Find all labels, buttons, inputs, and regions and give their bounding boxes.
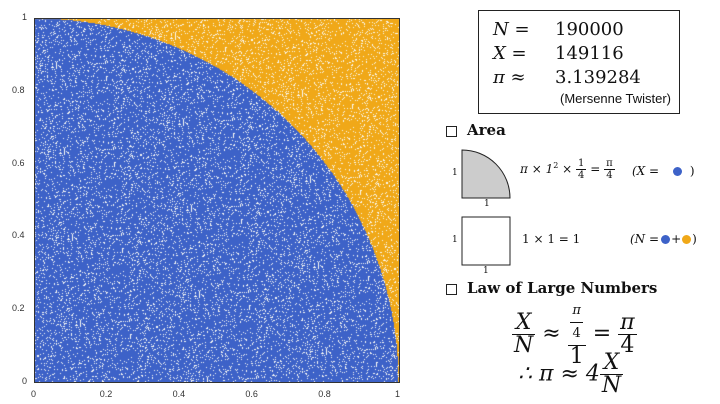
plot-frame	[34, 18, 400, 383]
checkbox-icon	[446, 283, 457, 295]
f2-den: 1	[569, 344, 584, 369]
y-tick-label: 1	[22, 12, 28, 22]
unit-square-icon	[461, 216, 511, 266]
x-label: X =	[493, 43, 527, 64]
quarter-frac-den: 4	[578, 170, 585, 181]
checkbox-icon	[446, 125, 457, 137]
quarter-result-den: 4	[606, 170, 613, 181]
blue-dot-icon	[672, 167, 682, 176]
x-tick-label: 0.6	[245, 389, 258, 399]
x-tick-label: 0.8	[318, 389, 331, 399]
quarter-side-bottom: 1	[484, 199, 490, 209]
quarter-side-left: 1	[452, 168, 458, 178]
f4-num: X	[599, 352, 624, 375]
square-legend: (N = +)	[630, 232, 697, 246]
y-tick-label: 0.4	[12, 230, 25, 241]
quarter-formula-exp: 2	[553, 161, 559, 170]
quarter-frac-num: 1	[576, 158, 587, 170]
quarter-legend-open: (X =	[632, 164, 660, 178]
f1-den: N	[514, 332, 534, 358]
square-legend-plus: +	[671, 232, 682, 246]
square-legend-close: )	[692, 232, 697, 246]
quarter-eq: =	[590, 162, 601, 176]
f1-approx: ≈	[542, 321, 561, 346]
quarter-formula-prefix: π × 1	[520, 162, 554, 176]
f3-num: π	[618, 309, 637, 335]
scatter-canvas	[34, 18, 399, 382]
f2-num-den: 4	[572, 326, 581, 341]
n-label: N =	[493, 19, 530, 40]
y-tick-label: 0.2	[12, 303, 25, 314]
quarter-result-num: π	[604, 158, 615, 170]
law-heading: Law of Large Numbers	[446, 279, 657, 297]
x-tick-label: 0.4	[172, 389, 186, 399]
scatter-plot: 0 0.2 0.4 0.6 0.8 1 0 0.2 0.4 0.6 0.8 1	[12, 12, 401, 399]
rng-label: (Mersenne Twister)	[559, 91, 671, 106]
x-tick-label: 0.2	[99, 389, 113, 399]
law-title: Law of Large Numbers	[467, 279, 658, 297]
blue-dot-icon	[661, 235, 671, 244]
x-tick-label: 1	[395, 389, 401, 399]
f1-num: X	[512, 311, 536, 335]
x-line: X = 149116	[493, 43, 624, 64]
area-heading: Area	[446, 121, 506, 139]
square-side-left: 1	[452, 235, 458, 245]
f3-den: 4	[620, 332, 635, 358]
therefore-text: ∴ π ≈ 4	[518, 361, 600, 387]
quarter-formula-mid: ×	[562, 162, 573, 176]
y-tick-label: 0.6	[12, 157, 25, 168]
quarter-circle-icon	[461, 149, 511, 199]
y-tick-label: 0.8	[12, 84, 25, 95]
pi-label: π ≈	[493, 67, 526, 88]
square-formula: 1 × 1 = 1	[522, 232, 581, 246]
square-legend-open: (N =	[630, 232, 660, 246]
f2-eq: =	[592, 321, 612, 346]
area-title: Area	[467, 121, 506, 139]
square-side-bottom: 1	[483, 266, 489, 276]
pi-line: π ≈ 3.139284	[493, 67, 641, 88]
stats-box: N = 190000 X = 149116 π ≈ 3.139284 (Mers…	[478, 10, 680, 114]
quarter-legend-close: )	[689, 164, 695, 178]
x-tick-label: 0	[31, 389, 37, 399]
quarter-legend: (X = )	[632, 164, 695, 178]
x-value: 149116	[555, 43, 624, 64]
orange-dot-icon	[682, 235, 692, 244]
pi-value: 3.139284	[555, 67, 641, 88]
y-tick-label: 0	[22, 376, 28, 386]
f2-num-num: π	[570, 300, 583, 323]
f4-den: N	[601, 373, 622, 398]
n-value: 190000	[555, 19, 624, 40]
n-line: N = 190000	[493, 19, 624, 40]
